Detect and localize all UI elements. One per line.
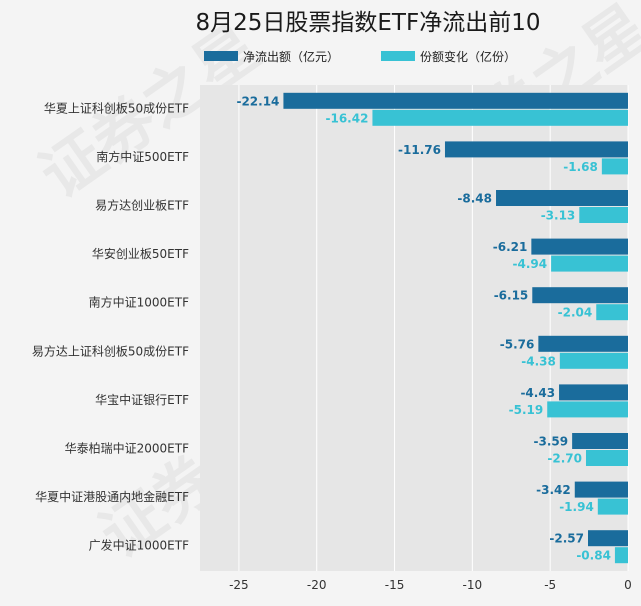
bar-outflow[interactable] <box>531 238 628 255</box>
category-label: 广发中证1000ETF <box>89 538 189 553</box>
bar-outflow[interactable] <box>572 433 628 449</box>
category-label: 易方达上证科创板50成份ETF <box>32 343 189 358</box>
category-label: 华夏上证科创板50成份ETF <box>44 101 189 115</box>
bar-share-change[interactable] <box>551 255 628 272</box>
x-tick-label: -10 <box>463 578 483 592</box>
x-tick-label: -20 <box>307 578 327 592</box>
x-tick-label: -5 <box>544 578 556 592</box>
legend-swatch-outflow <box>204 51 238 61</box>
bar-outflow[interactable] <box>532 287 628 304</box>
category-label: 南方中证500ETF <box>96 149 189 164</box>
category-label: 南方中证1000ETF <box>89 295 189 310</box>
bar-outflow[interactable] <box>496 190 628 206</box>
data-label-outflow: -22.14 <box>236 94 279 108</box>
data-label-outflow: -6.21 <box>493 240 528 254</box>
bar-share-change[interactable] <box>372 109 628 126</box>
data-label-share-change: -0.84 <box>576 549 611 563</box>
data-label-outflow: -5.76 <box>500 337 535 351</box>
data-label-outflow: -6.15 <box>494 289 529 303</box>
bar-share-change[interactable] <box>601 158 628 175</box>
bar-share-change[interactable] <box>559 352 628 369</box>
bar-share-change[interactable] <box>614 547 628 564</box>
legend-label-share-change: 份额变化（亿份） <box>420 49 516 64</box>
bars <box>283 92 628 564</box>
data-label-share-change: -4.38 <box>521 354 556 368</box>
data-label-share-change: -2.70 <box>547 452 582 466</box>
category-label: 华泰柏瑞中证2000ETF <box>65 441 189 456</box>
legend-swatch-share-change <box>381 51 415 61</box>
data-label-outflow: -4.43 <box>520 386 555 400</box>
bar-outflow[interactable] <box>588 530 628 547</box>
data-label-outflow: -2.57 <box>549 532 584 546</box>
data-label-outflow: -8.48 <box>457 192 492 206</box>
bar-share-change[interactable] <box>585 450 628 466</box>
x-tick-label: -15 <box>385 578 405 592</box>
data-label-share-change: -3.13 <box>541 209 576 223</box>
category-labels: 华夏上证科创板50成份ETF 南方中证500ETF 易方达创业板ETF 华安创业板50… <box>32 101 189 552</box>
legend-label-outflow: 净流出额（亿元） <box>243 49 339 64</box>
bar-outflow[interactable] <box>444 141 628 158</box>
category-label: 华夏中证港股通内地金融ETF <box>35 489 189 504</box>
bar-outflow[interactable] <box>538 335 628 352</box>
bar-outflow[interactable] <box>559 384 628 401</box>
x-tick-label: -25 <box>229 578 249 592</box>
data-label-outflow: -3.59 <box>534 435 569 449</box>
category-label: 易方达创业板ETF <box>95 198 189 213</box>
data-label-share-change: -16.42 <box>326 111 369 125</box>
bar-outflow[interactable] <box>283 92 628 109</box>
x-tick-labels: -25 -20 -15 -10 -5 0 <box>229 578 632 592</box>
bar-outflow[interactable] <box>574 481 628 498</box>
category-label: 华安创业板50ETF <box>92 246 189 261</box>
bar-share-change[interactable] <box>596 304 628 321</box>
data-labels: -22.14 -16.42 -11.76 -1.68 -8.48 -3.13 -6.21 -4… <box>236 94 610 562</box>
data-label-share-change: -2.04 <box>558 306 593 320</box>
grid-lines <box>238 85 629 571</box>
data-label-share-change: -4.94 <box>513 257 548 271</box>
legend[interactable]: 净流出额（亿元） 份额变化（亿份） <box>204 49 516 64</box>
bar-share-change[interactable] <box>597 498 628 515</box>
chart-title: 8月25日股票指数ETF净流出前10 <box>196 10 541 36</box>
bar-share-change[interactable] <box>579 207 628 223</box>
plot-area <box>200 85 628 571</box>
category-label: 华宝中证银行ETF <box>95 392 189 407</box>
data-label-outflow: -3.42 <box>536 483 571 497</box>
data-label-share-change: -1.68 <box>563 160 598 174</box>
data-label-share-change: -5.19 <box>509 403 544 417</box>
x-tick-label: 0 <box>624 578 632 592</box>
bar-share-change[interactable] <box>547 401 628 418</box>
data-label-share-change: -1.94 <box>559 500 594 514</box>
data-label-outflow: -11.76 <box>398 143 441 157</box>
